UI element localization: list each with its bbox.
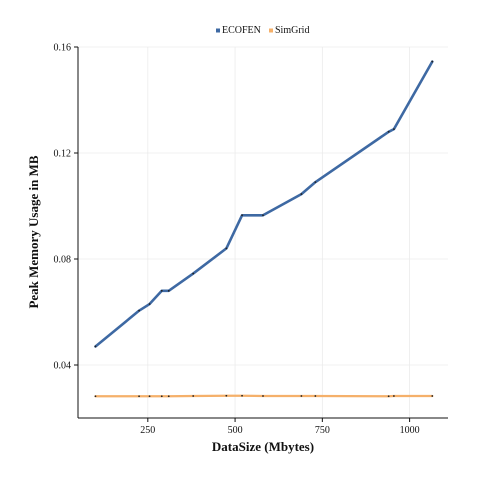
x-tick-label: 1000 xyxy=(400,425,420,436)
data-point xyxy=(138,309,140,312)
data-point xyxy=(160,395,163,398)
data-point xyxy=(94,395,97,398)
data-point xyxy=(192,272,195,275)
data-point xyxy=(225,247,228,250)
axes xyxy=(77,47,448,419)
data-point xyxy=(314,181,317,184)
data-point xyxy=(167,289,170,292)
grid-lines xyxy=(78,46,448,418)
series-line-ecofen xyxy=(94,60,434,348)
x-tick-label: 500 xyxy=(228,425,243,436)
series-simgrid xyxy=(94,394,434,398)
data-point xyxy=(241,214,243,217)
y-tick-label: 0.08 xyxy=(54,255,72,266)
data-point xyxy=(300,193,303,195)
data-point xyxy=(167,395,170,398)
data-point xyxy=(262,214,264,217)
series-line-simgrid xyxy=(94,394,434,398)
y-tick-label: 0.16 xyxy=(54,43,72,54)
data-point xyxy=(225,394,228,397)
y-tick-label: 0.12 xyxy=(54,149,72,160)
data-point xyxy=(148,395,151,398)
data-point xyxy=(387,395,390,398)
legend-label-ecofen: ECOFEN xyxy=(222,25,261,36)
data-point xyxy=(192,395,195,397)
x-axis-title: DataSize (Mbytes) xyxy=(212,439,314,454)
x-tick-label: 750 xyxy=(315,425,330,436)
data-point xyxy=(300,395,303,397)
legend: ECOFEN SimGrid xyxy=(216,25,309,36)
data-point xyxy=(94,345,97,348)
data-point xyxy=(392,128,395,131)
legend-key-simgrid xyxy=(269,28,273,33)
legend-label-simgrid: SimGrid xyxy=(275,25,309,36)
y-axis-title: Peak Memory Usage in MB xyxy=(26,155,41,308)
data-point xyxy=(148,303,151,305)
data-point xyxy=(387,130,390,133)
series-ecofen xyxy=(94,60,434,348)
data-point xyxy=(262,395,264,397)
data-point xyxy=(160,289,163,292)
x-tick-label: 250 xyxy=(140,425,155,436)
legend-key-ecofen xyxy=(216,28,220,33)
data-point xyxy=(392,395,395,397)
ticks: 250 500 750 1000 0.04 0.08 0.12 0.16 xyxy=(54,43,420,437)
data-point xyxy=(314,395,317,397)
series-layer xyxy=(94,60,434,398)
data-point xyxy=(241,394,243,397)
data-point xyxy=(138,395,140,398)
data-point xyxy=(431,395,434,397)
y-tick-label: 0.04 xyxy=(54,361,72,372)
data-point xyxy=(431,60,434,63)
